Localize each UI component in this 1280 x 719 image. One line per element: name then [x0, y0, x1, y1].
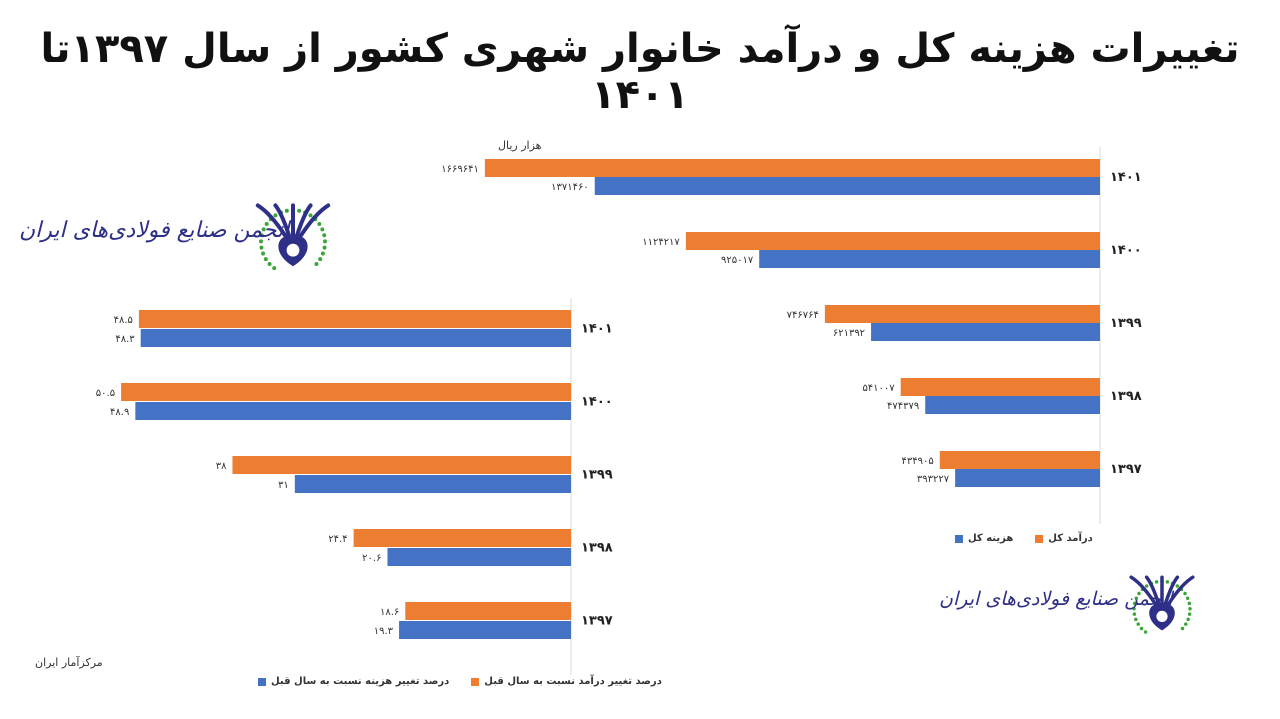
- data-label: ۴۷۴۳۷۹: [887, 401, 919, 412]
- bar-income: [484, 159, 1100, 177]
- category-label: ۱۳۹۸: [581, 541, 613, 556]
- category-label: ۱۴۰۰: [581, 395, 613, 410]
- data-label: ۱۳۷۱۴۶۰: [551, 182, 589, 193]
- source-label: مرکزآمار ایران: [35, 656, 103, 669]
- data-label: ۲۴.۴: [328, 534, 347, 545]
- data-label: ۲۰.۶: [362, 553, 381, 564]
- bar-expense: [925, 396, 1100, 414]
- income-expense-chart: ۱۶۶۹۶۴۱ ۱۳۷۱۴۶۰ ۱۴۰۱ ۱۱۲۴۲۱۷ ۹۲۵۰۱۷ ۱۴۰۰ ۷۴۶۷۶…: [441, 147, 1142, 524]
- bar-expense: [399, 621, 571, 639]
- bar-income: [353, 529, 571, 547]
- data-label: ۴۸.۵: [114, 315, 133, 326]
- category-label: ۱۳۹۸: [1110, 389, 1142, 404]
- legend-item-expense: هزینه کل: [955, 533, 1013, 544]
- bar-expense: [294, 475, 571, 493]
- bar-income: [685, 232, 1100, 250]
- data-label: ۴۸.۳: [115, 334, 135, 345]
- legend-swatch-expense-change: [258, 677, 266, 686]
- page-title: تغییرات هزینه کل و درآمد خانوار شهری کشو…: [40, 26, 1240, 118]
- income-expense-legend: هزینه کل درآمد کل: [955, 533, 1093, 544]
- category-label: ۱۳۹۷: [1110, 462, 1142, 477]
- legend-item-income: درآمد کل: [1035, 533, 1093, 544]
- bar-expense: [871, 323, 1100, 341]
- data-label: ۵۰.۵: [96, 388, 115, 399]
- data-label: ۶۲۱۳۹۲: [833, 328, 865, 339]
- bar-expense: [955, 469, 1100, 487]
- data-label: ۱۱۲۴۲۱۷: [642, 237, 680, 248]
- bar-income: [900, 378, 1100, 396]
- data-label: ۱۹.۳: [374, 626, 394, 637]
- bar-income: [405, 602, 571, 620]
- logo-emblem-icon: [1129, 575, 1195, 634]
- category-label: ۱۴۰۱: [581, 322, 613, 337]
- bar-expense: [135, 402, 571, 420]
- bar-income: [121, 383, 571, 401]
- unit-label: هزار ریال: [498, 139, 542, 152]
- legend-label-expense: هزینه کل: [968, 533, 1014, 544]
- association-logo-bottom: انجمن صنایع فولادی‌های ایران: [935, 563, 1200, 648]
- bar-income: [939, 451, 1100, 469]
- legend-item-expense-change: درصد تغییر هزینه نسبت به سال قبل: [258, 676, 449, 687]
- bar-income: [138, 310, 571, 328]
- percent-change-legend: درصد تغییر هزینه نسبت به سال قبل درصد تغ…: [258, 676, 662, 687]
- bar-income: [824, 305, 1100, 323]
- bar-expense: [759, 250, 1100, 268]
- data-label: ۳۹۳۲۲۷: [917, 474, 950, 485]
- category-label: ۱۳۹۹: [581, 468, 613, 483]
- logo-emblem-icon: [255, 203, 331, 271]
- data-label: ۴۸.۹: [110, 407, 129, 418]
- category-label: ۱۳۹۹: [1110, 316, 1142, 331]
- legend-label-expense-change: درصد تغییر هزینه نسبت به سال قبل: [271, 676, 450, 687]
- legend-label-income-change: درصد تغییر درآمد نسبت به سال قبل: [484, 676, 662, 687]
- legend-swatch-expense: [955, 534, 963, 543]
- data-label: ۱۶۶۹۶۴۱: [441, 164, 479, 175]
- percent-change-chart: ۴۸.۵ ۴۸.۳ ۱۴۰۱ ۵۰.۵ ۴۸.۹ ۱۴۰۰ ۳۸ ۳۱ ۱۳۹۹ ۲۴.۴ ۲۰.۶…: [96, 298, 613, 675]
- data-label: ۳۸: [216, 461, 227, 472]
- legend-label-income: درآمد کل: [1048, 533, 1093, 544]
- bar-expense: [387, 548, 571, 566]
- data-label: ۹۲۵۰۱۷: [721, 255, 754, 266]
- legend-item-income-change: درصد تغییر درآمد نسبت به سال قبل: [471, 676, 662, 687]
- legend-swatch-income: [1035, 534, 1044, 543]
- data-label: ۴۳۴۹۰۵: [902, 456, 934, 467]
- category-label: ۱۴۰۱: [1110, 170, 1142, 185]
- bar-expense: [140, 329, 571, 347]
- legend-swatch-income-change: [471, 677, 480, 686]
- data-label: ۵۴۱۰۰۷: [862, 383, 895, 394]
- bar-expense: [594, 177, 1100, 195]
- association-logo: انجمن صنایع فولادی‌های ایران: [15, 190, 331, 285]
- data-label: ۷۴۶۷۶۴: [787, 310, 819, 321]
- category-label: ۱۳۹۷: [581, 614, 613, 629]
- data-label: ۱۸.۶: [380, 607, 399, 618]
- bar-income: [232, 456, 572, 474]
- data-label: ۳۱: [278, 480, 289, 491]
- logo-text: انجمن صنایع فولادی‌های ایران: [939, 588, 1173, 610]
- category-label: ۱۴۰۰: [1110, 243, 1142, 258]
- logo-text: انجمن صنایع فولادی‌های ایران: [19, 218, 290, 243]
